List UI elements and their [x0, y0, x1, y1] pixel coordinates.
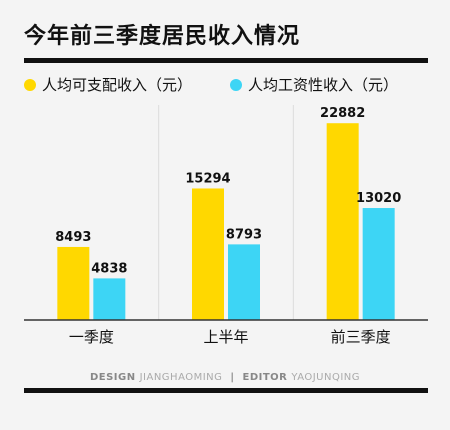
bar-disposable-0: [57, 246, 90, 320]
chart-title: 今年前三季度居民收入情况: [24, 24, 301, 49]
x-tick-label: 前三季度: [331, 328, 391, 346]
bar-wage-0: [93, 278, 126, 320]
bar-wage-2: [362, 208, 395, 320]
legend-swatch-cyan: [230, 79, 242, 91]
design-name: JIANGHAOMING: [139, 372, 223, 383]
x-tick-label: 一季度: [69, 328, 114, 346]
legend-item-disposable-income: 人均可支配收入（元）: [24, 74, 192, 95]
bottom-rule: [24, 388, 428, 393]
legend-label: 人均可支配收入（元）: [42, 76, 193, 94]
data-label: 8793: [226, 227, 262, 242]
data-label: 13020: [356, 191, 401, 206]
data-label: 4838: [91, 261, 127, 276]
data-label: 22882: [320, 106, 365, 121]
editor-label: EDITOR: [242, 372, 288, 383]
credit-line: DESIGN JIANGHAOMING | EDITOR YAOJUNQING: [89, 372, 361, 383]
bar-disposable-2: [326, 123, 359, 320]
bar-disposable-1: [192, 188, 224, 320]
legend-label: 人均工资性收入（元）: [248, 76, 399, 94]
x-tick-label: 上半年: [203, 328, 248, 346]
title-rule: [24, 58, 428, 63]
legend-item-wage-income: 人均工资性收入（元）: [230, 74, 398, 95]
bar-wage-1: [228, 244, 260, 320]
legend-swatch-yellow: [24, 79, 36, 91]
editor-name: YAOJUNQING: [291, 372, 361, 383]
design-label: DESIGN: [89, 372, 136, 383]
data-label: 15294: [185, 171, 230, 186]
data-label: 8493: [55, 230, 91, 245]
